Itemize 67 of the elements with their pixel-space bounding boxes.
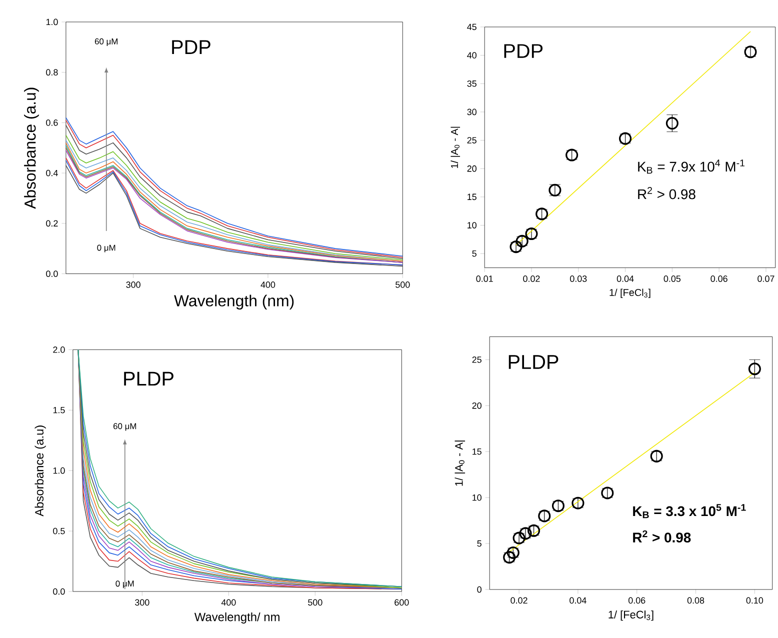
x-tick-label: 500 (396, 281, 410, 288)
x-tick-label: 0.04 (570, 597, 586, 604)
x-axis-title: 1/ [FeCl$_{3}$] (608, 610, 654, 620)
x-tick-label: 0.02 (523, 275, 540, 282)
y-tick-label: 20 (472, 402, 482, 409)
x-tick-label: 0.01 (476, 275, 493, 282)
text: PDP (504, 44, 543, 58)
x-axis-title: Wavelength/ nm (194, 612, 280, 624)
x-axis-title: Wavelength (nm) (174, 294, 294, 310)
y-tick-label: 35 (467, 80, 476, 87)
y-tick-label: 10 (472, 494, 482, 501)
annotation: R$^{2}$ > 0.98 (633, 530, 691, 542)
y-tick-label: 0.6 (46, 119, 58, 126)
x-tick-label: 600 (394, 599, 409, 606)
x-tick-label: 300 (126, 281, 140, 288)
y-tick-label: 0.8 (46, 68, 58, 76)
annotation: R$^{2}$ > 0.98 (638, 186, 696, 199)
x-tick-label: 0.07 (758, 275, 774, 282)
point (666, 116, 678, 130)
y-tick-label: 40 (467, 52, 476, 58)
y-tick-label: 0.5 (53, 528, 65, 534)
y-tick-label: 30 (467, 108, 476, 115)
y-tick-label: 25 (467, 136, 476, 144)
y-axis-title: Absorbance (a.u) (24, 88, 39, 209)
y-axis-title: Absorbance (a.u) (34, 425, 46, 516)
y-tick-label: 5 (472, 250, 476, 257)
y-tick-label: 45 (467, 24, 476, 30)
y-tick-label: 5 (477, 540, 482, 546)
x-tick-label: 0.06 (628, 597, 646, 604)
y-tick-label: 0 (477, 586, 482, 592)
y-tick-label: 0.2 (46, 220, 58, 226)
y-tick-label: 10 (468, 222, 476, 228)
y-tick-label: 0.0 (46, 270, 58, 277)
text: PDP (172, 40, 210, 54)
annotation: 60 μM (113, 422, 136, 430)
y-tick-label: 0.4 (46, 170, 58, 176)
x-axis-title: 1/ [FeCl$_{3}$] (610, 288, 650, 298)
x-tick-label: 500 (308, 599, 322, 606)
x-tick-label: 0.10 (746, 597, 764, 604)
x-tick-label: 0.05 (664, 275, 681, 282)
text: PLDP (124, 372, 174, 386)
annotation: 60 μM (94, 38, 118, 46)
y-tick-label: 2.0 (53, 346, 65, 353)
text: PLDP (508, 354, 558, 369)
y-tick-label: 1.0 (46, 18, 58, 25)
x-tick-label: 400 (260, 281, 276, 288)
annotation: K$_{B}$ = 7.9x 10$^{4}$ M$^{-1}$ (638, 159, 744, 174)
y-tick-label: 0.0 (53, 588, 65, 594)
x-tick-label: 0.02 (510, 597, 528, 604)
point (748, 362, 761, 375)
x-tick-label: 0.08 (687, 597, 704, 604)
annotation: K$_{B}$ = 3.3 x 10$^{5}$ M$^{-1}$ (633, 504, 746, 518)
x-tick-label: 400 (221, 599, 236, 606)
y-axis-title: 1/ |A$_{0}$ - A| (450, 126, 460, 168)
annotation: 0 μM (116, 580, 134, 588)
x-tick-label: 300 (135, 599, 150, 606)
y-tick-label: 1.5 (53, 406, 65, 414)
y-tick-label: 25 (472, 356, 482, 363)
y-axis-title: 1/ |A$_{0}$ - A| (454, 440, 466, 486)
y-tick-label: 20 (467, 165, 476, 172)
x-tick-label: 0.04 (616, 275, 634, 282)
x-tick-label: 0.03 (570, 275, 587, 282)
y-tick-label: 15 (472, 448, 482, 455)
y-tick-label: 1.0 (53, 467, 65, 474)
annotation: 0 μM (97, 244, 116, 252)
x-tick-label: 0.06 (710, 275, 728, 282)
y-tick-label: 15 (468, 194, 476, 200)
